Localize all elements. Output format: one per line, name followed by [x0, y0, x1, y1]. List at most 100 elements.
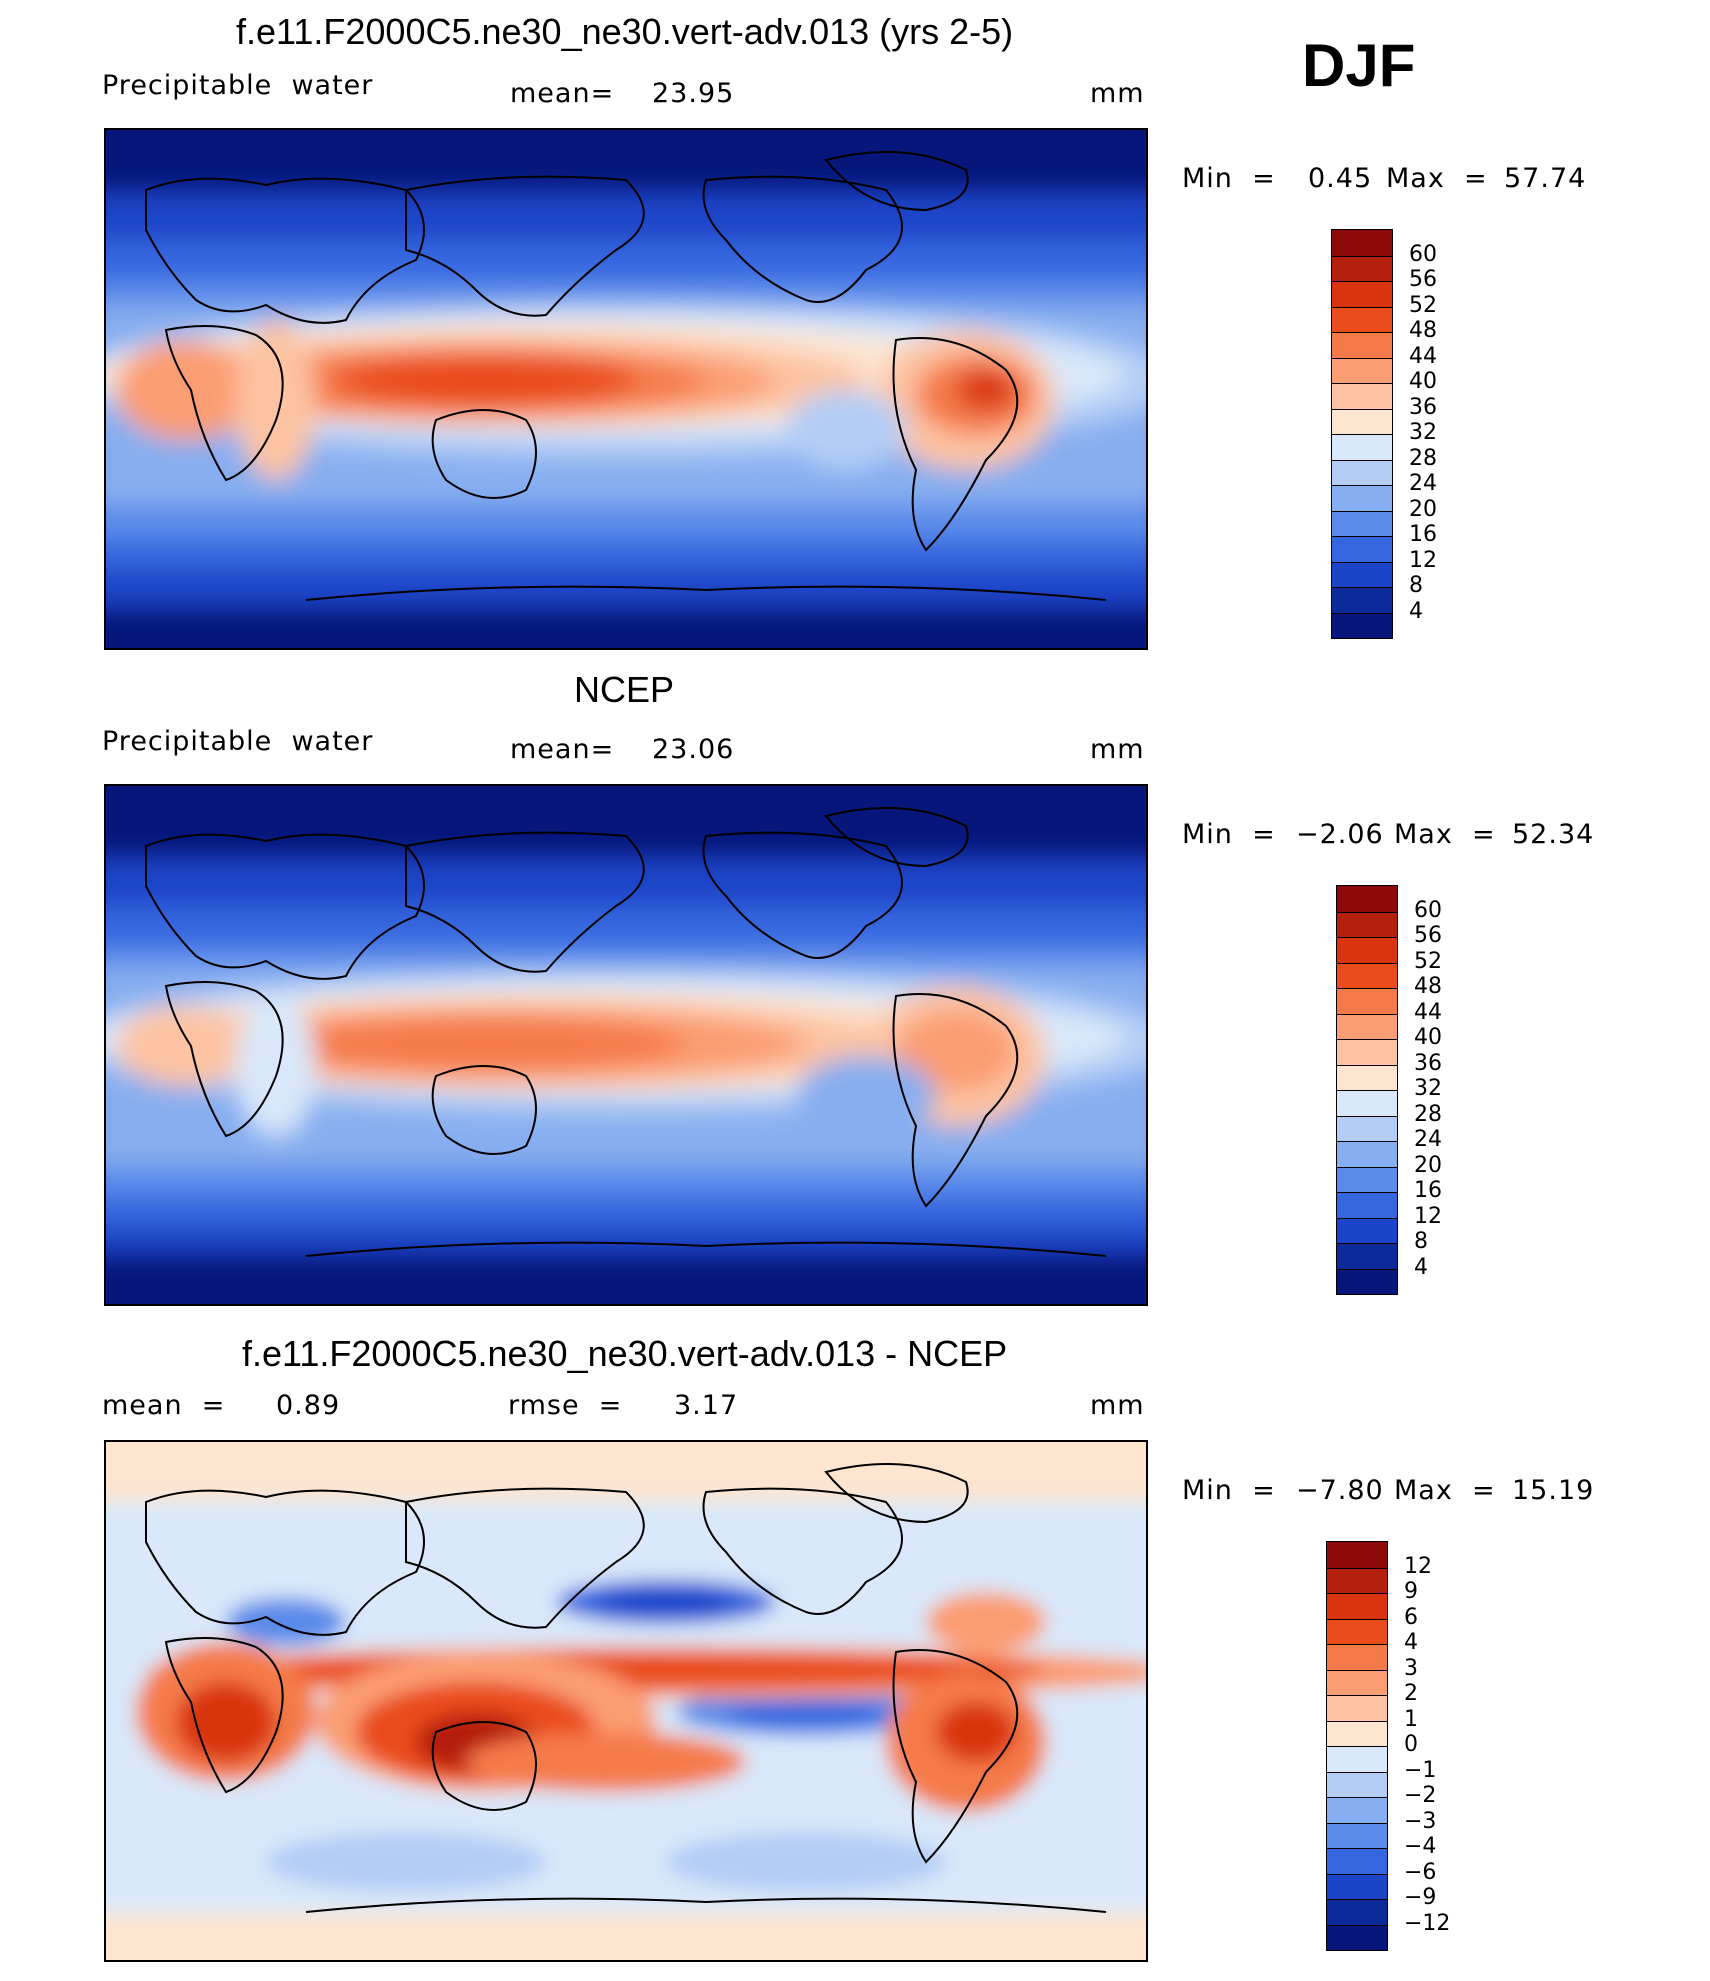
colorbar-swatch [1327, 1567, 1387, 1593]
panel-1-min-value: 0.45 [1308, 163, 1373, 194]
colorbar-swatch [1327, 1644, 1387, 1670]
colorbar-tick-label: −12 [1404, 1910, 1451, 1936]
panel-2-max-label: Max = [1394, 819, 1496, 850]
colorbar-tick-label: 20 [1409, 496, 1437, 522]
panel-1-max-label: Max = [1386, 163, 1488, 194]
panel-2-colorbar [1336, 885, 1398, 1295]
panel-1-coastlines [145, 151, 1107, 601]
colorbar-tick-label: −4 [1404, 1834, 1437, 1859]
colorbar-swatch [1332, 255, 1392, 281]
panel-3-max-label: Max = [1394, 1475, 1496, 1506]
panel-1-max-value: 57.74 [1504, 163, 1587, 194]
colorbar-swatch [1332, 510, 1392, 536]
colorbar-swatch [1332, 357, 1392, 383]
colorbar-swatch [1332, 459, 1392, 485]
colorbar-tick-label: −6 [1404, 1859, 1437, 1885]
colorbar-swatch [1332, 281, 1392, 307]
colorbar-tick-label: 60 [1414, 897, 1442, 923]
colorbar-swatch [1332, 306, 1392, 332]
colorbar-swatch [1327, 1848, 1387, 1874]
panel-1-map [104, 128, 1148, 650]
colorbar-tick-label: 1 [1404, 1706, 1418, 1732]
colorbar-tick-label: 32 [1414, 1076, 1442, 1101]
panel-1-mean-value: 23.95 [652, 78, 735, 109]
panel-3-colorbar [1326, 1541, 1388, 1951]
panel-2-variable-label: Precipitable water [102, 726, 374, 757]
panel-1-title: f.e11.F2000C5.ne30_ne30.vert-adv.013 (yr… [236, 11, 1014, 52]
colorbar-swatch [1337, 1090, 1397, 1116]
colorbar-tick-label: 16 [1414, 1178, 1442, 1203]
panel-2-units: mm [1090, 734, 1145, 765]
colorbar-swatch [1337, 911, 1397, 937]
colorbar-tick-label: 52 [1414, 948, 1442, 974]
colorbar-swatch [1337, 886, 1397, 912]
colorbar-swatch [1327, 1873, 1387, 1899]
colorbar-swatch [1332, 612, 1392, 638]
colorbar-swatch [1327, 1542, 1387, 1568]
colorbar-swatch [1332, 383, 1392, 409]
colorbar-swatch [1337, 1243, 1397, 1269]
panel-3-mean-label: mean = [102, 1390, 226, 1421]
colorbar-tick-label: 36 [1409, 394, 1437, 420]
colorbar-swatch [1332, 434, 1392, 460]
colorbar-tick-label: −9 [1404, 1885, 1437, 1910]
colorbar-swatch [1332, 536, 1392, 562]
colorbar-swatch [1327, 1771, 1387, 1797]
colorbar-swatch [1332, 332, 1392, 358]
panel-2-title: NCEP [574, 669, 675, 710]
colorbar-swatch [1337, 1166, 1397, 1192]
colorbar-tick-label: 40 [1409, 369, 1437, 394]
colorbar-tick-label: 56 [1409, 267, 1437, 292]
colorbar-tick-label: 40 [1414, 1025, 1442, 1050]
colorbar-swatch [1332, 408, 1392, 434]
panel-3-mean-value: 0.89 [276, 1390, 341, 1421]
colorbar-swatch [1337, 962, 1397, 988]
colorbar-tick-label: 3 [1404, 1655, 1418, 1681]
panel-3-units: mm [1090, 1390, 1145, 1421]
colorbar-swatch [1337, 1039, 1397, 1065]
panel-1-min-label: Min = [1182, 163, 1276, 194]
colorbar-swatch [1337, 1013, 1397, 1039]
colorbar-tick-label: 9 [1404, 1579, 1418, 1604]
colorbar-swatch [1327, 1695, 1387, 1721]
panel-1-mean-label: mean= [510, 78, 615, 109]
colorbar-tick-label: 28 [1414, 1101, 1442, 1127]
panel-3-map [104, 1440, 1148, 1962]
colorbar-tick-label: 36 [1414, 1050, 1442, 1076]
panel-3-title: f.e11.F2000C5.ne30_ne30.vert-adv.013 - N… [242, 1333, 1008, 1374]
colorbar-swatch [1337, 1115, 1397, 1141]
colorbar-swatch [1337, 988, 1397, 1014]
panel-3-rmse-label: rmse = [508, 1390, 623, 1421]
colorbar-swatch [1332, 587, 1392, 613]
panel-1-colorbar [1331, 229, 1393, 639]
colorbar-tick-label: 8 [1414, 1229, 1428, 1254]
colorbar-swatch [1332, 230, 1392, 256]
colorbar-tick-label: 56 [1414, 923, 1442, 948]
colorbar-tick-label: 28 [1409, 445, 1437, 471]
colorbar-swatch [1327, 1822, 1387, 1848]
colorbar-tick-label: 4 [1409, 598, 1423, 624]
colorbar-tick-label: −2 [1404, 1783, 1437, 1808]
panel-3-min-value: −7.80 [1296, 1475, 1384, 1506]
panel-2-min-value: −2.06 [1296, 819, 1384, 850]
panel-1-contour-field [106, 130, 1146, 648]
colorbar-swatch [1327, 1899, 1387, 1925]
colorbar-swatch [1332, 485, 1392, 511]
colorbar-tick-label: 8 [1409, 573, 1423, 598]
panel-2-contour-field [106, 786, 1146, 1304]
colorbar-tick-label: −1 [1404, 1757, 1437, 1783]
colorbar-swatch [1327, 1618, 1387, 1644]
colorbar-tick-label: 16 [1409, 522, 1437, 547]
colorbar-tick-label: 44 [1414, 999, 1442, 1025]
colorbar-swatch [1337, 1217, 1397, 1243]
colorbar-tick-label: 4 [1414, 1254, 1428, 1280]
colorbar-tick-label: 60 [1409, 241, 1437, 267]
colorbar-tick-label: 20 [1414, 1152, 1442, 1178]
panel-1-units: mm [1090, 78, 1145, 109]
colorbar-tick-label: 48 [1414, 974, 1442, 999]
colorbar-tick-label: 32 [1409, 420, 1437, 445]
panel-3-coastlines [145, 1463, 1107, 1913]
colorbar-tick-label: 48 [1409, 318, 1437, 343]
colorbar-tick-label: 2 [1404, 1681, 1418, 1706]
colorbar-swatch [1337, 937, 1397, 963]
